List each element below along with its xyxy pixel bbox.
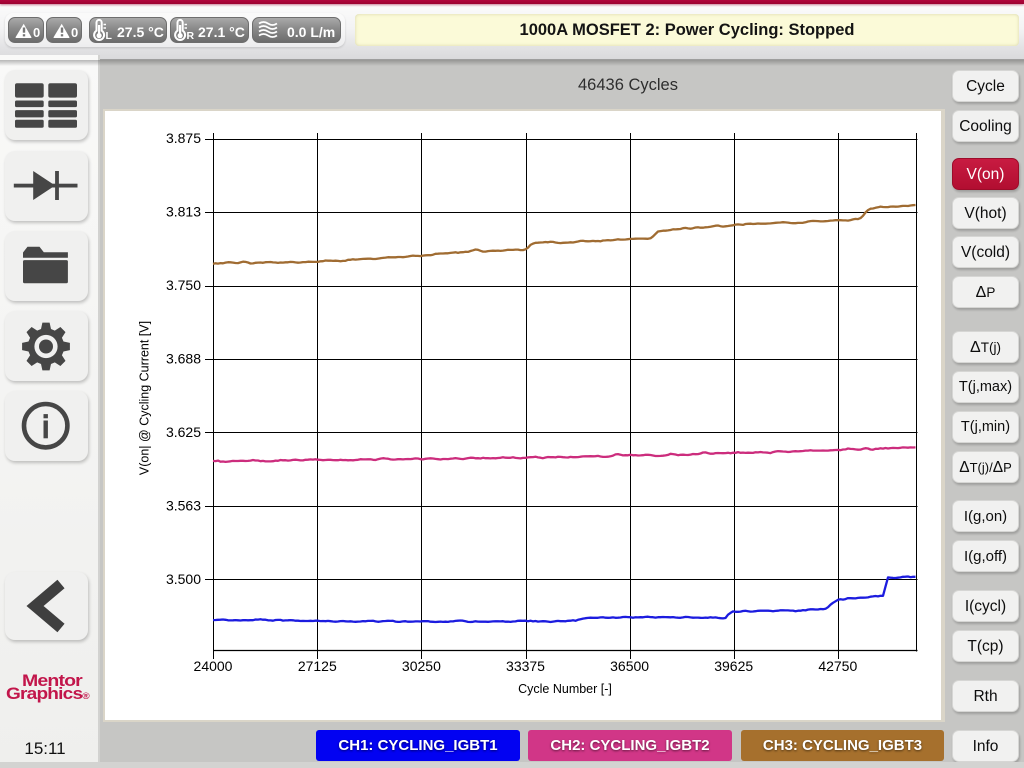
svg-text:3.500: 3.500	[166, 571, 201, 587]
svg-text:R: R	[187, 30, 195, 42]
svg-text:27125: 27125	[298, 658, 337, 674]
svg-text:3.813: 3.813	[166, 204, 201, 220]
svg-text:3.875: 3.875	[166, 130, 201, 146]
svg-text:3.750: 3.750	[166, 277, 201, 293]
svg-text:3.563: 3.563	[166, 498, 201, 514]
svg-text:0: 0	[71, 25, 78, 40]
svg-text:39625: 39625	[714, 658, 753, 674]
svg-text:V(on| @ Cycling Current [V]: V(on| @ Cycling Current [V]	[138, 321, 152, 475]
svg-text:42750: 42750	[818, 658, 857, 674]
svg-text:Cycle Number [-]: Cycle Number [-]	[518, 682, 612, 696]
svg-text:3.625: 3.625	[166, 424, 201, 440]
svg-text:33375: 33375	[506, 658, 545, 674]
svg-text:3.688: 3.688	[166, 351, 201, 367]
svg-text:0.0 L/m: 0.0 L/m	[287, 24, 335, 40]
svg-text:27.1 °C: 27.1 °C	[198, 24, 245, 40]
svg-text:0: 0	[33, 25, 40, 40]
svg-text:L: L	[106, 30, 113, 42]
svg-text:36500: 36500	[610, 658, 649, 674]
svg-text:24000: 24000	[194, 658, 233, 674]
svg-text:30250: 30250	[402, 658, 441, 674]
svg-text:27.5 °C: 27.5 °C	[117, 24, 164, 40]
